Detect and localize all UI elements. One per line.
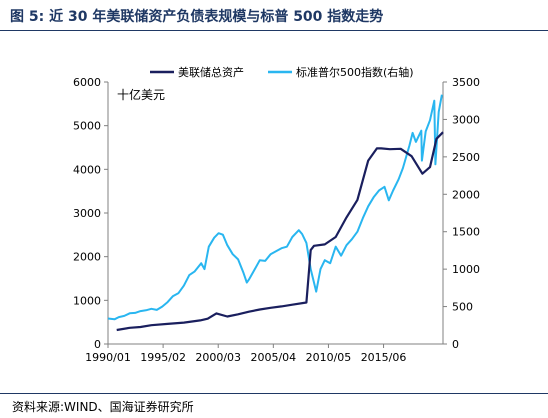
- y-right-tick-label: 1500: [452, 226, 480, 239]
- y-left-tick-label: 3000: [73, 207, 101, 220]
- x-tick-label: 2015/06: [361, 351, 407, 364]
- title-divider: [0, 30, 548, 31]
- y-right-tick-label: 1000: [452, 263, 480, 276]
- axes: 0 1000 2000 3000 4000 5000 6000 0 500 1000 1500 200…: [73, 76, 480, 364]
- unit-label: 十亿美元: [117, 87, 165, 102]
- legend: 美联储总资产 标准普尔500指数(右轴): [150, 65, 414, 79]
- x-tick-label: 2005/04: [250, 351, 296, 364]
- y-right-tick-label: 0: [452, 338, 459, 351]
- x-tick-label: 2000/03: [195, 351, 241, 364]
- y-left-tick-label: 5000: [73, 120, 101, 133]
- y-right-tick-label: 500: [452, 301, 473, 314]
- series-lines: [107, 94, 444, 332]
- x-tick-label: 2010/05: [306, 351, 352, 364]
- fed-assets-series-line: [116, 131, 444, 332]
- x-tick-label: 1995/02: [140, 351, 186, 364]
- figure-title: 图 5: 近 30 年美联储资产负债表规模与标普 500 指数走势: [10, 9, 384, 25]
- y-right-tick-label: 3000: [452, 113, 480, 126]
- sp500-series-line: [107, 94, 443, 321]
- legend-label: 标准普尔500指数(右轴): [296, 65, 414, 79]
- y-left-tick-label: 4000: [73, 163, 101, 176]
- y-right-tick-label: 2000: [452, 188, 480, 201]
- source-divider: [0, 393, 548, 394]
- y-left-tick-label: 0: [94, 338, 101, 351]
- y-left-tick-label: 6000: [73, 76, 101, 89]
- y-right-tick-label: 3500: [452, 76, 480, 89]
- x-tick-label: 1990/01: [85, 351, 131, 364]
- source-note: 资料来源:WIND、国海证券研究所: [12, 400, 194, 414]
- legend-label: 美联储总资产: [178, 65, 244, 79]
- y-right-tick-label: 2500: [452, 151, 480, 164]
- y-left-tick-label: 2000: [73, 251, 101, 264]
- y-left-tick-label: 1000: [73, 294, 101, 307]
